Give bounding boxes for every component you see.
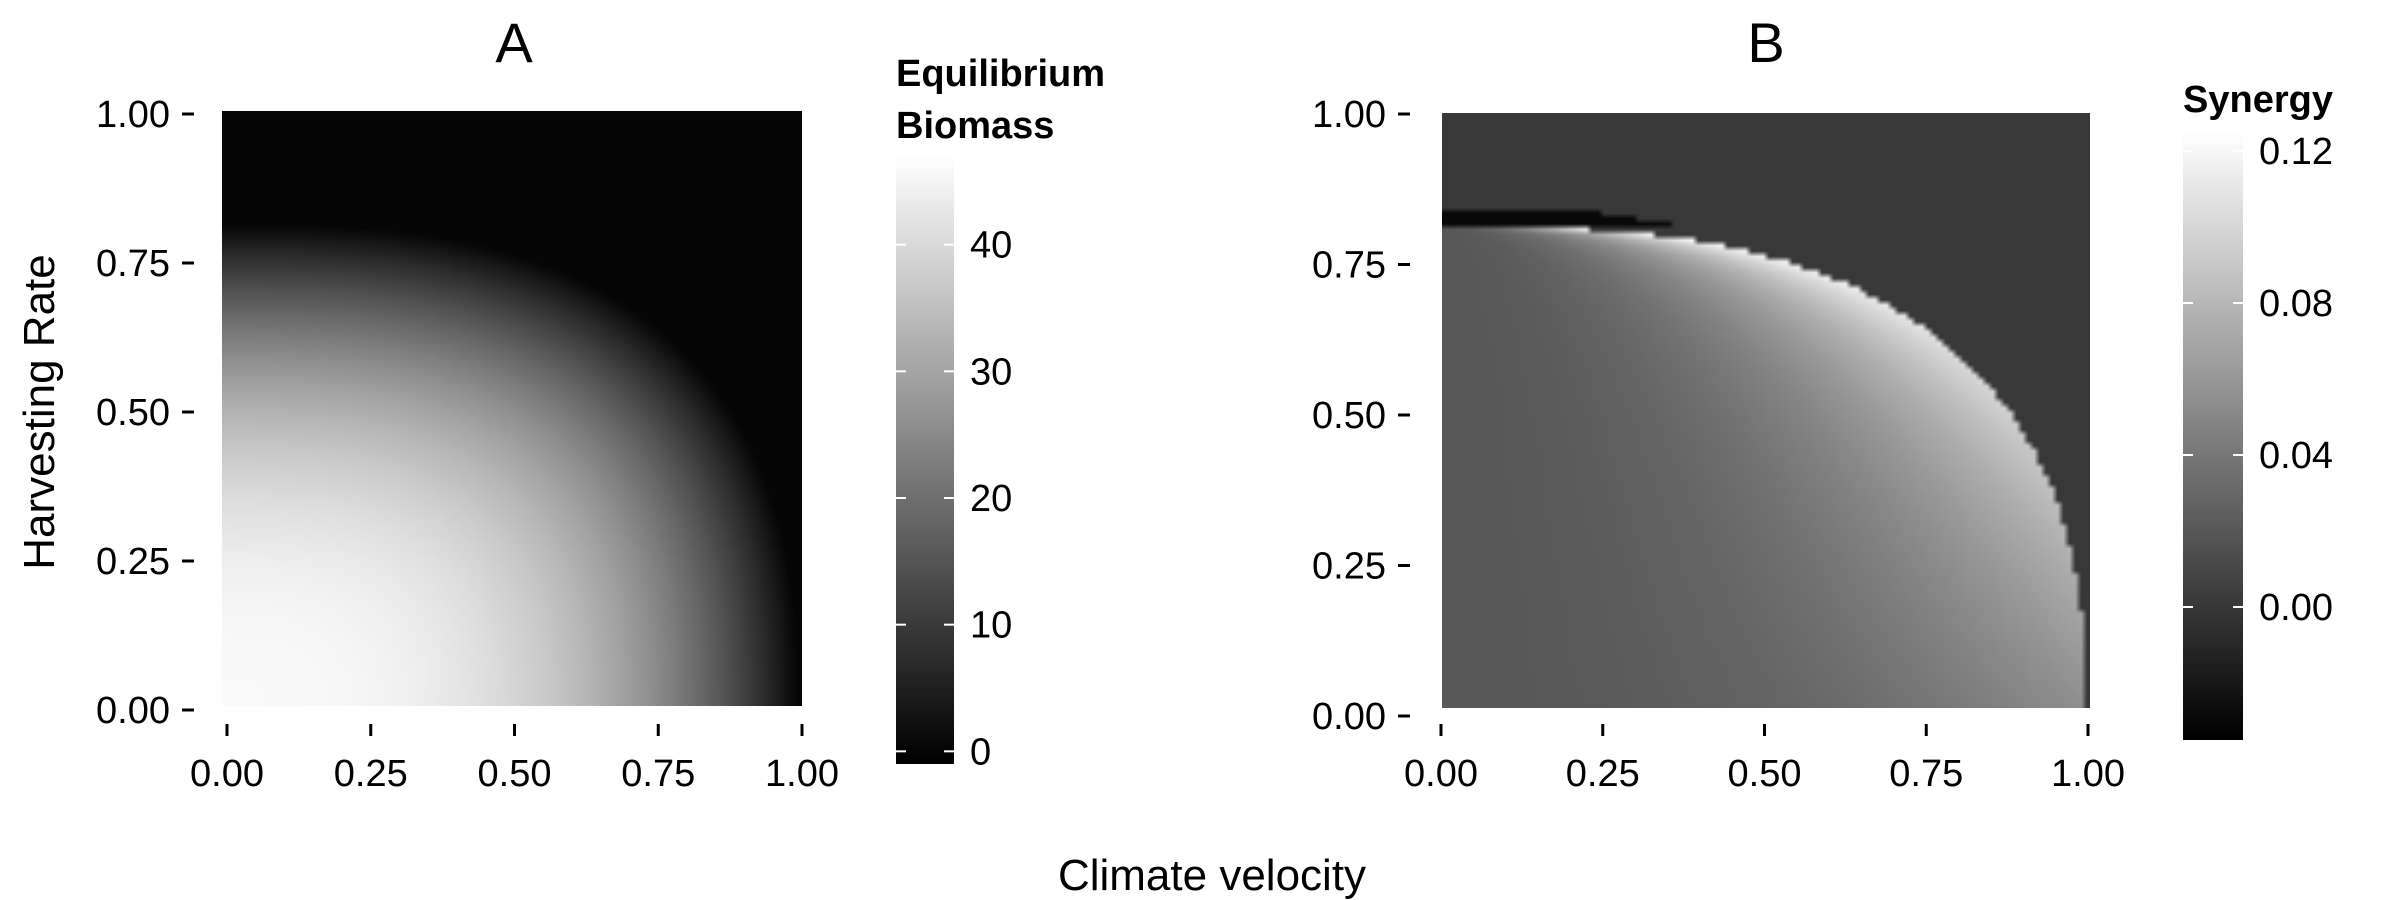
panel-a-heatmap: [222, 111, 802, 706]
panel-b-y-tick-label: 0.75: [1312, 245, 1386, 287]
panel-a-x-tick-label: 0.00: [190, 753, 264, 795]
panel-a-title: A: [495, 11, 533, 74]
legend-a: Equilibrium Biomass 0 10 20 30 40: [896, 53, 1105, 773]
legend-b: Synergy 0.00 0.04 0.08 0.12: [2183, 79, 2333, 740]
panel-a-y-tick-label: 0.00: [96, 690, 170, 732]
y-axis-title: Harvesting Rate: [15, 254, 64, 569]
legend-a-title-line-2: Biomass: [896, 105, 1054, 147]
legend-a-tick-label: 20: [970, 478, 1012, 520]
panel-a-x-tick-label: 0.50: [478, 753, 552, 795]
legend-a-tick-label: 40: [970, 225, 1012, 267]
legend-a-colorbar: [896, 156, 954, 764]
legend-a-tick-label: 0: [970, 731, 991, 773]
legend-b-colorbar: [2183, 132, 2243, 740]
panel-b-x-tick-label: 0.25: [1566, 753, 1640, 795]
legend-a-tick-label: 10: [970, 605, 1012, 647]
panel-a-y-tick-label: 0.75: [96, 243, 170, 285]
panel-a-x-tick-label: 0.75: [621, 753, 695, 795]
legend-b-tick-label: 0.04: [2259, 435, 2333, 477]
panel-a-y-tick-label: 0.50: [96, 392, 170, 434]
panel-b-x-tick-label: 0.75: [1889, 753, 1963, 795]
x-axis-title: Climate velocity: [1058, 851, 1366, 900]
legend-b-ticks: 0.00 0.04 0.08 0.12: [2183, 131, 2333, 629]
legend-b-tick-label: 0.00: [2259, 587, 2333, 629]
legend-b-tick-label: 0.08: [2259, 283, 2333, 325]
panel-b-y-tick-label: 0.00: [1312, 696, 1386, 738]
panel-b-y-tick-label: 0.50: [1312, 395, 1386, 437]
panel-a-y-tick-label: 1.00: [96, 94, 170, 136]
panel-a-x-tick-label: 1.00: [765, 753, 839, 795]
legend-b-tick-label: 0.12: [2259, 131, 2333, 173]
panel-a-axes: 0.00 0.25 0.50 0.75 1.00 0.00 0.25 0.50 0.75 1.00: [96, 94, 839, 795]
panel-a: A 0.00 0.25 0.50 0.75 1.00 0.00 0.25 0.50 0.75 1.…: [96, 11, 839, 795]
panel-b-x-tick-label: 0.50: [1728, 753, 1802, 795]
panel-b: B 0.00 0.25 0.50 0.75 1.00 0.00 0.25 0.50 0.75 1.…: [1312, 11, 2125, 795]
panel-b-y-tick-label: 0.25: [1312, 546, 1386, 588]
panel-b-y-tick-label: 1.00: [1312, 94, 1386, 136]
panel-a-x-tick-label: 0.25: [334, 753, 408, 795]
legend-a-tick-label: 30: [970, 351, 1012, 393]
panel-b-x-tick-label: 0.00: [1404, 753, 1478, 795]
panel-b-title: B: [1747, 11, 1784, 74]
legend-a-title-line-1: Equilibrium: [896, 53, 1105, 95]
panel-b-axes: 0.00 0.25 0.50 0.75 1.00 0.00 0.25 0.50 0.75 1.00: [1312, 94, 2125, 795]
legend-a-ticks: 0 10 20 30 40: [896, 225, 1012, 773]
legend-b-title: Synergy: [2183, 79, 2333, 121]
panel-b-heatmap: [1442, 113, 2090, 708]
panel-a-y-tick-label: 0.25: [96, 541, 170, 583]
panel-b-x-tick-label: 1.00: [2051, 753, 2125, 795]
